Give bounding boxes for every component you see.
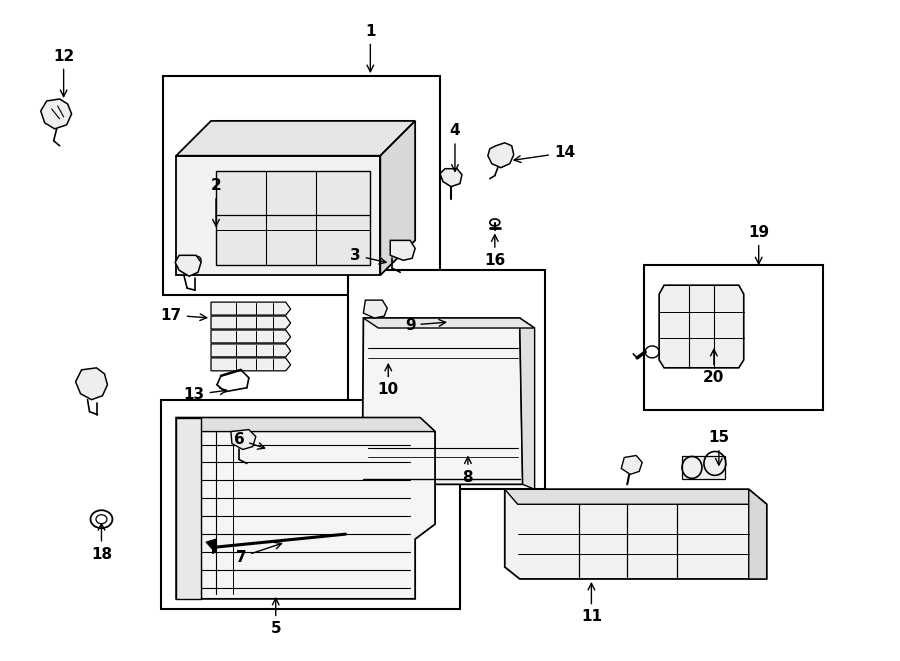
Text: 18: 18: [91, 524, 112, 562]
Polygon shape: [176, 255, 201, 276]
Text: 11: 11: [580, 583, 602, 624]
Polygon shape: [363, 318, 523, 485]
Text: 8: 8: [463, 457, 473, 485]
Text: 3: 3: [350, 248, 386, 264]
Text: 5: 5: [270, 598, 281, 637]
Polygon shape: [621, 455, 643, 475]
Polygon shape: [216, 171, 370, 265]
Text: 10: 10: [378, 364, 399, 397]
Polygon shape: [364, 300, 387, 318]
Text: 20: 20: [703, 349, 724, 385]
Text: 13: 13: [184, 387, 227, 403]
Text: 2: 2: [211, 178, 221, 226]
Polygon shape: [682, 457, 725, 479]
Polygon shape: [381, 121, 415, 275]
Polygon shape: [211, 330, 291, 343]
Text: 9: 9: [405, 317, 446, 332]
Polygon shape: [40, 99, 72, 129]
Text: 4: 4: [450, 124, 460, 171]
Polygon shape: [749, 489, 767, 579]
Polygon shape: [206, 539, 216, 553]
Text: 14: 14: [514, 145, 575, 163]
Polygon shape: [440, 169, 462, 186]
Polygon shape: [505, 489, 767, 504]
Text: 19: 19: [748, 225, 770, 264]
Polygon shape: [176, 418, 201, 599]
Text: 1: 1: [365, 24, 375, 72]
Polygon shape: [659, 285, 743, 368]
Text: 12: 12: [53, 49, 75, 97]
Bar: [163, 76, 440, 295]
Polygon shape: [211, 358, 291, 371]
Polygon shape: [505, 489, 767, 579]
Polygon shape: [488, 143, 514, 168]
Bar: [161, 400, 460, 609]
Polygon shape: [176, 156, 381, 275]
Text: 17: 17: [160, 307, 207, 323]
Polygon shape: [364, 318, 535, 328]
Polygon shape: [176, 418, 435, 599]
Text: 7: 7: [236, 543, 282, 564]
Polygon shape: [519, 318, 535, 489]
Polygon shape: [211, 316, 291, 329]
Bar: [348, 270, 544, 489]
Text: 6: 6: [233, 432, 265, 449]
Text: 16: 16: [484, 235, 506, 268]
Polygon shape: [76, 368, 107, 400]
Polygon shape: [231, 430, 256, 449]
Bar: [644, 265, 824, 410]
Polygon shape: [176, 418, 435, 432]
Polygon shape: [211, 344, 291, 357]
Polygon shape: [176, 121, 415, 156]
Polygon shape: [391, 241, 415, 260]
Text: 15: 15: [708, 430, 729, 465]
Polygon shape: [211, 302, 291, 315]
